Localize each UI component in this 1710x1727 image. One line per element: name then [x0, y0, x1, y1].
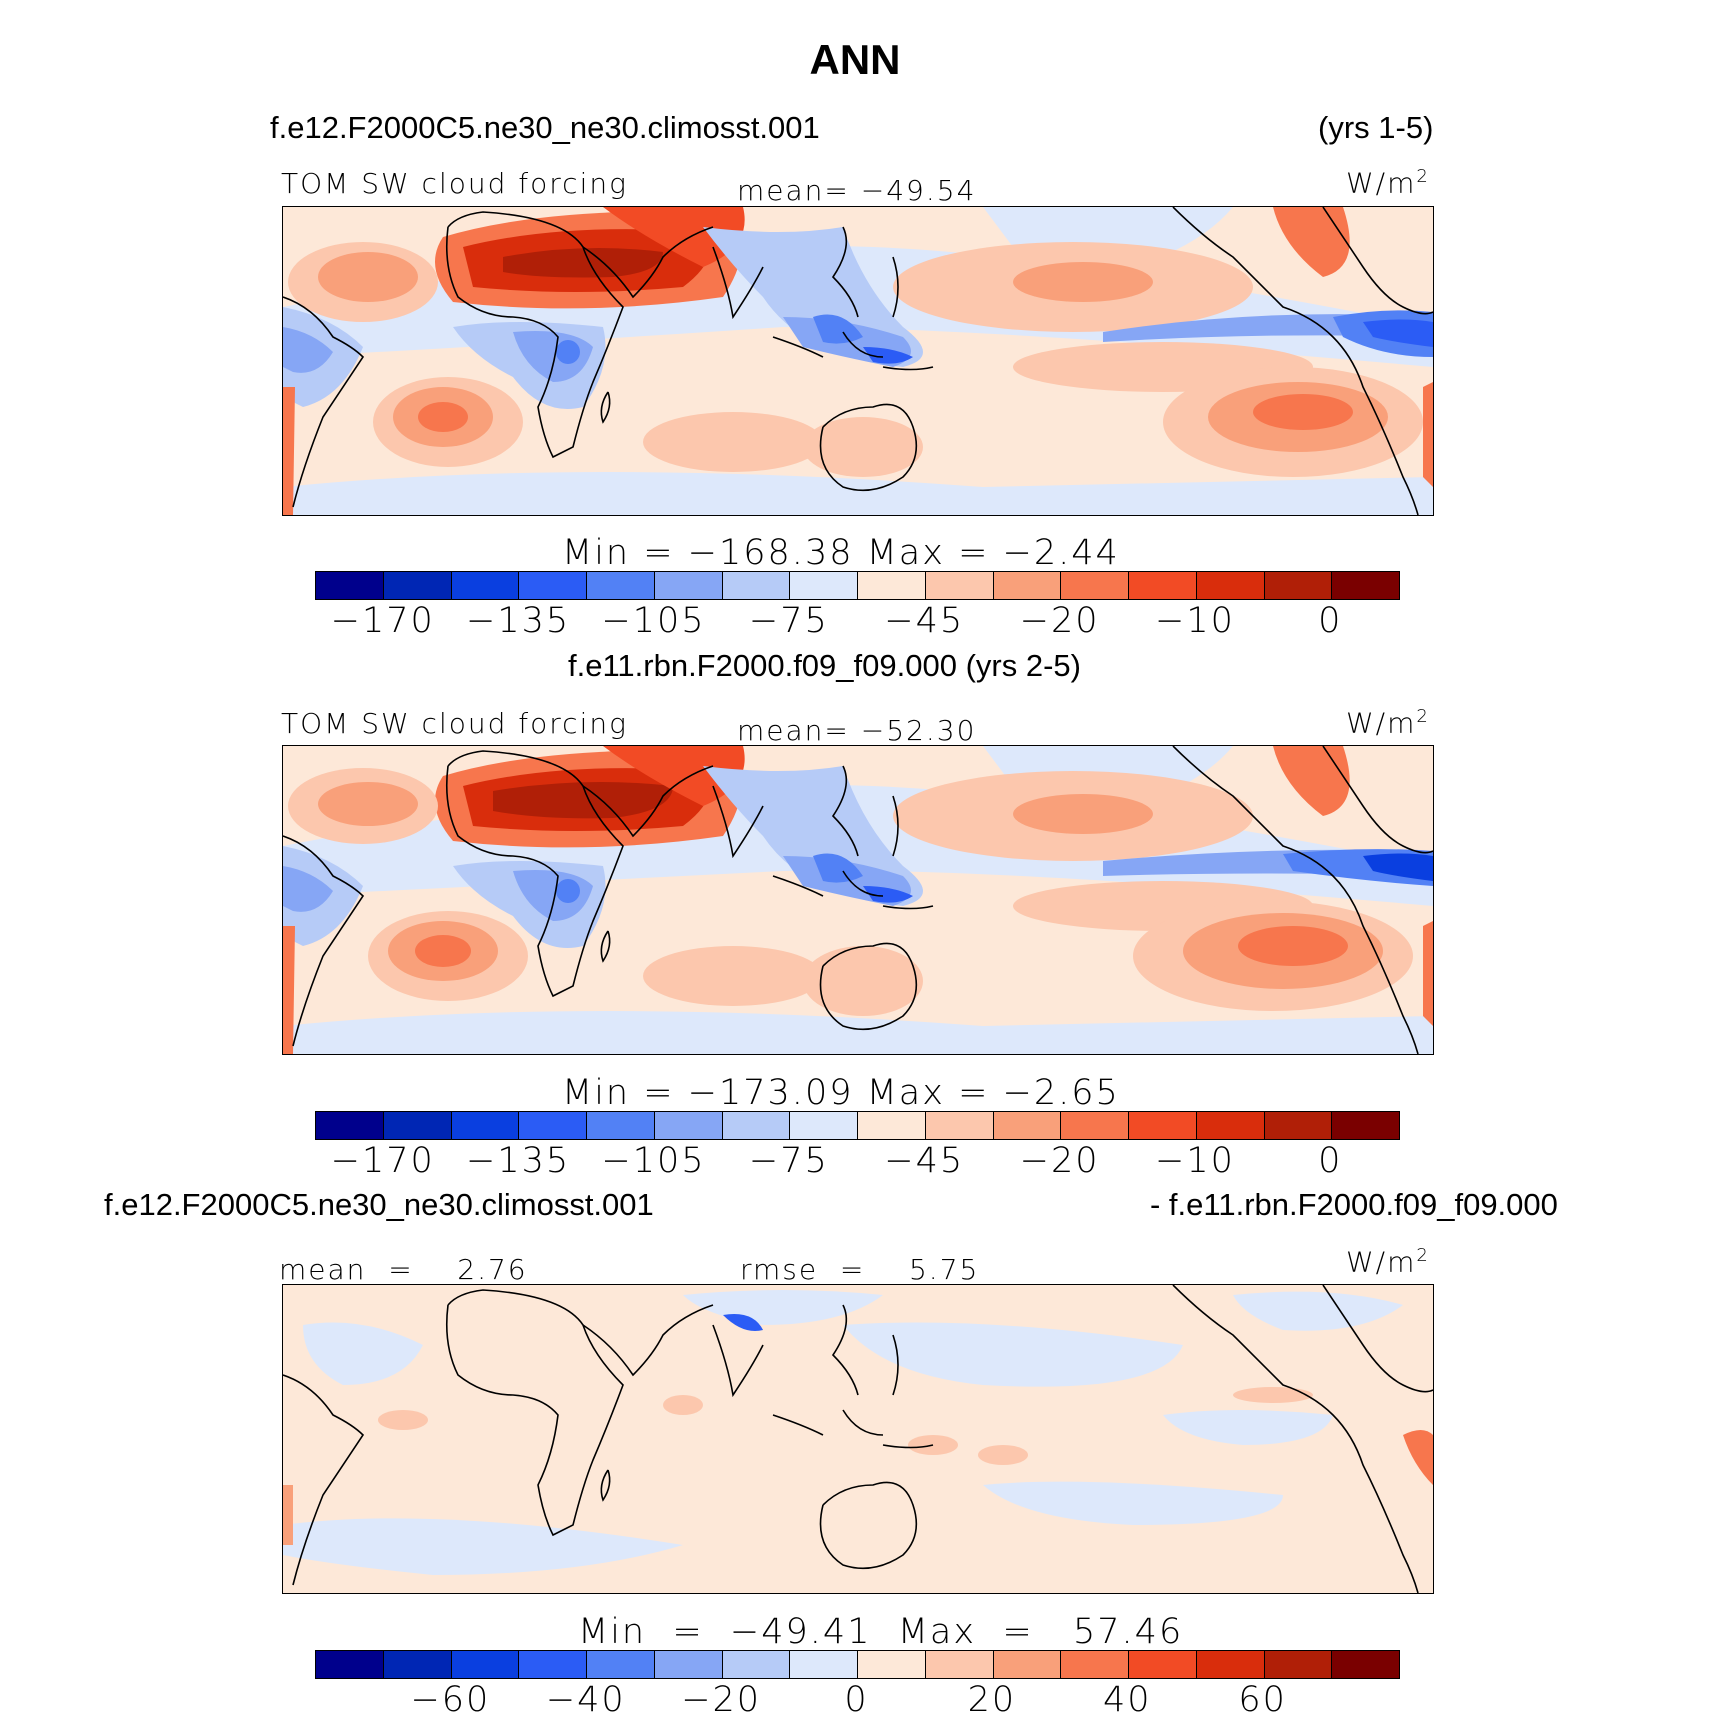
- colorbar-tick-label: −60: [410, 1680, 491, 1720]
- colorbar-swatch: [383, 1651, 452, 1678]
- panel3-case-right: - f.e11.rbn.F2000.f09_f09.000: [1150, 1187, 1558, 1222]
- colorbar-tick-label: −10: [1155, 1141, 1235, 1181]
- colorbar-tick-label: −75: [748, 1141, 829, 1181]
- colorbar-swatch: [316, 1651, 384, 1678]
- colorbar-swatch: [993, 1112, 1062, 1139]
- colorbar-swatch: [1264, 1112, 1333, 1139]
- colorbar-tick-label: −45: [884, 601, 965, 641]
- colorbar-tick-label: −135: [465, 1141, 571, 1181]
- colorbar-swatch: [1129, 572, 1197, 599]
- colorbar-tick-label: −170: [330, 1141, 435, 1181]
- panel1-colorbar: [315, 571, 1400, 600]
- colorbar-swatch: [316, 572, 384, 599]
- colorbar-swatch: [519, 572, 587, 599]
- colorbar-tick-label: −10: [1155, 601, 1235, 641]
- colorbar-tick-label: 20: [967, 1680, 1017, 1720]
- colorbar-swatch: [1061, 1651, 1129, 1678]
- colorbar-swatch: [1332, 1651, 1399, 1678]
- colorbar-tick-label: −20: [1019, 1141, 1100, 1181]
- panel1-minmax: Min = −168.38 Max = −2.44: [562, 533, 1120, 573]
- panel2-map: [282, 745, 1434, 1055]
- panel2-contour-field: [283, 746, 1433, 1054]
- colorbar-swatch: [451, 572, 520, 599]
- colorbar-tick-label: −20: [1019, 601, 1100, 641]
- colorbar-swatch: [519, 1651, 587, 1678]
- colorbar-swatch: [1061, 1112, 1129, 1139]
- colorbar-tick-label: −40: [545, 1680, 626, 1720]
- colorbar-swatch: [1196, 572, 1265, 599]
- colorbar-swatch: [383, 572, 452, 599]
- panel1-map: [282, 206, 1434, 516]
- colorbar-swatch: [587, 572, 655, 599]
- colorbar-swatch: [519, 1112, 587, 1139]
- panel2-minmax: Min = −173.09 Max = −2.65: [562, 1073, 1120, 1113]
- panel1-units: W/m2: [1346, 166, 1430, 200]
- colorbar-swatch: [925, 1112, 994, 1139]
- panel1-variable: TOM SW cloud forcing: [281, 167, 628, 200]
- colorbar-swatch: [722, 1651, 791, 1678]
- colorbar-swatch: [925, 1651, 994, 1678]
- colorbar-swatch: [722, 572, 791, 599]
- colorbar-swatch: [1332, 1112, 1399, 1139]
- panel3-colorbar: [315, 1650, 1400, 1679]
- panel3-contour-field: [283, 1285, 1433, 1593]
- colorbar-swatch: [1129, 1651, 1197, 1678]
- colorbar-swatch: [790, 1651, 858, 1678]
- colorbar-tick-label: −170: [330, 601, 435, 641]
- colorbar-swatch: [993, 572, 1062, 599]
- colorbar-swatch: [654, 1112, 723, 1139]
- panel1-mean: mean= −49.54: [737, 174, 977, 207]
- colorbar-swatch: [451, 1112, 520, 1139]
- panel3-rmse: rmse = 5.75: [740, 1253, 980, 1286]
- panel2-variable: TOM SW cloud forcing: [281, 707, 628, 740]
- colorbar-swatch: [1264, 1651, 1333, 1678]
- panel1-years: (yrs 1-5): [1318, 110, 1434, 145]
- panel1-contour-field: [283, 207, 1433, 515]
- panel2-units: W/m2: [1346, 706, 1430, 740]
- colorbar-tick-label: −105: [601, 1141, 706, 1181]
- colorbar-swatch: [722, 1112, 791, 1139]
- colorbar-swatch: [993, 1651, 1062, 1678]
- colorbar-tick-label: −45: [884, 1141, 965, 1181]
- colorbar-swatch: [654, 1651, 723, 1678]
- panel3-case-left: f.e12.F2000C5.ne30_ne30.climosst.001: [104, 1187, 654, 1222]
- colorbar-tick-label: 60: [1238, 1680, 1287, 1720]
- colorbar-swatch: [1129, 1112, 1197, 1139]
- panel1-case-name: f.e12.F2000C5.ne30_ne30.climosst.001: [270, 110, 820, 145]
- colorbar-tick-label: 40: [1102, 1680, 1152, 1720]
- colorbar-swatch: [790, 1112, 858, 1139]
- panel3-minmax: Min = −49.41 Max = 57.46: [578, 1612, 1184, 1652]
- colorbar-swatch: [587, 1112, 655, 1139]
- colorbar-tick-label: 0: [844, 1680, 869, 1720]
- colorbar-swatch: [858, 572, 926, 599]
- colorbar-swatch: [1264, 572, 1333, 599]
- colorbar-swatch: [316, 1112, 384, 1139]
- colorbar-swatch: [587, 1651, 655, 1678]
- colorbar-tick-label: 0: [1318, 601, 1343, 641]
- colorbar-swatch: [790, 572, 858, 599]
- colorbar-tick-label: −20: [681, 1680, 762, 1720]
- figure-title: ANN: [809, 36, 901, 83]
- panel2-colorbar: [315, 1111, 1400, 1140]
- panel2-case-name: f.e11.rbn.F2000.f09_f09.000 (yrs 2-5): [568, 648, 1081, 683]
- colorbar-swatch: [1196, 1651, 1265, 1678]
- colorbar-tick-label: −75: [748, 601, 829, 641]
- panel3-units: W/m2: [1346, 1245, 1430, 1279]
- colorbar-tick-label: −135: [465, 601, 571, 641]
- colorbar-swatch: [383, 1112, 452, 1139]
- panel2-mean: mean= −52.30: [737, 714, 977, 747]
- colorbar-tick-label: −105: [601, 601, 706, 641]
- colorbar-swatch: [451, 1651, 520, 1678]
- panel3-mean: mean = 2.76: [279, 1253, 528, 1286]
- colorbar-swatch: [1332, 572, 1399, 599]
- colorbar-swatch: [1061, 572, 1129, 599]
- colorbar-swatch: [925, 572, 994, 599]
- colorbar-swatch: [654, 572, 723, 599]
- colorbar-swatch: [1196, 1112, 1265, 1139]
- colorbar-tick-label: 0: [1318, 1141, 1343, 1181]
- colorbar-swatch: [858, 1112, 926, 1139]
- panel3-map: [282, 1284, 1434, 1594]
- colorbar-swatch: [858, 1651, 926, 1678]
